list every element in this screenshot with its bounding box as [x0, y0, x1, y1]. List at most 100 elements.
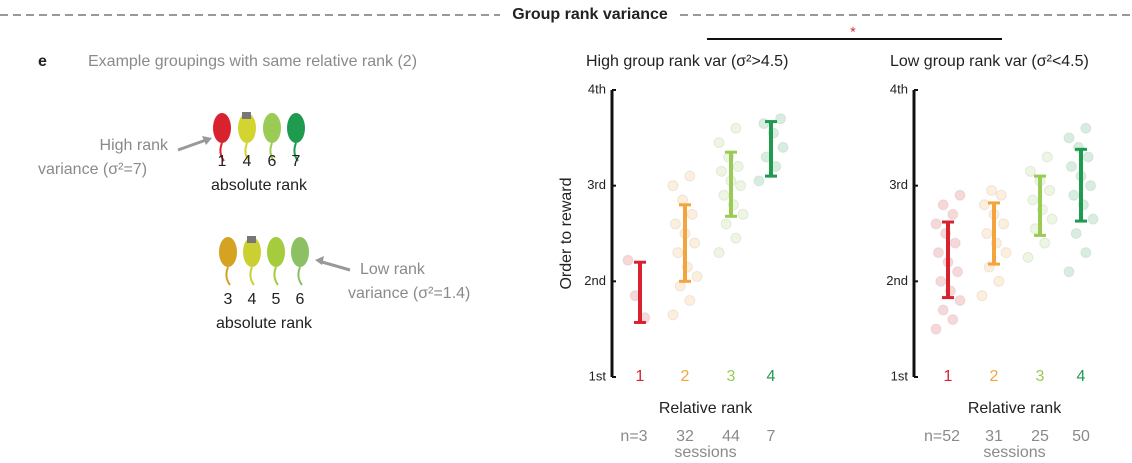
data-point	[1064, 133, 1074, 143]
y-tick-label: 3rd	[587, 177, 606, 192]
count-note: sessions	[983, 444, 1045, 461]
y-tick-label: 1st	[589, 368, 607, 383]
data-point	[714, 138, 724, 148]
data-point	[673, 248, 683, 258]
figure: Group rank variance * e Example grouping…	[0, 0, 1132, 463]
caption: absolute rank	[211, 177, 308, 194]
data-point	[754, 176, 764, 186]
data-point	[933, 248, 943, 258]
x-tick-label: 1	[944, 368, 953, 385]
data-point	[938, 305, 948, 315]
data-point	[1047, 214, 1057, 224]
arrow	[322, 262, 350, 270]
data-point	[1083, 152, 1093, 162]
data-point	[1081, 123, 1091, 133]
data-point	[1023, 252, 1033, 262]
data-point	[733, 162, 743, 172]
y-axis-label: Order to reward	[558, 177, 575, 289]
note: variance (σ²=7)	[38, 161, 147, 178]
data-point	[670, 219, 680, 229]
data-point	[685, 171, 695, 181]
x-tick-label: 4	[767, 368, 776, 385]
data-point	[731, 123, 741, 133]
count-note: sessions	[674, 444, 736, 461]
data-point	[950, 238, 960, 248]
count-label: 31	[985, 428, 1003, 445]
mice-low	[219, 236, 309, 285]
data-point	[1042, 152, 1052, 162]
header-title: Group rank variance	[512, 6, 668, 23]
data-point	[999, 219, 1009, 229]
x-tick-label: 3	[1036, 368, 1045, 385]
note: variance (σ²=1.4)	[348, 285, 470, 302]
rank-number: 4	[243, 153, 252, 170]
rank-number: 5	[272, 291, 281, 308]
data-point	[936, 276, 946, 286]
data-point	[721, 219, 731, 229]
count-label: 7	[767, 428, 776, 445]
data-point	[955, 295, 965, 305]
significance-star: *	[850, 24, 856, 40]
rank-number: 6	[268, 153, 277, 170]
data-point	[738, 209, 748, 219]
y-tick-label: 2nd	[584, 273, 606, 288]
data-point	[776, 114, 786, 124]
data-point	[987, 185, 997, 195]
data-point	[716, 166, 726, 176]
count-label: n=3	[620, 428, 647, 445]
data-point	[1025, 166, 1035, 176]
data-point	[778, 142, 788, 152]
data-point	[1071, 229, 1081, 239]
data-point	[685, 295, 695, 305]
data-point	[982, 229, 992, 239]
x-axis-label: Relative rank	[659, 400, 753, 417]
data-point	[668, 181, 678, 191]
data-point	[719, 190, 729, 200]
data-point	[668, 310, 678, 320]
arrow	[178, 140, 206, 150]
data-point	[994, 276, 1004, 286]
data-point	[731, 233, 741, 243]
data-point	[938, 200, 948, 210]
rank-number: 1	[218, 153, 227, 170]
data-point	[1081, 248, 1091, 258]
rank-number: 3	[224, 291, 233, 308]
data-point	[953, 267, 963, 277]
chart-title: High group rank var (σ²>4.5)	[586, 53, 788, 70]
data-point	[759, 118, 769, 128]
data-point	[736, 181, 746, 191]
x-tick-label: 4	[1077, 368, 1086, 385]
note: Low rank	[360, 261, 426, 278]
data-point	[996, 190, 1006, 200]
data-point	[623, 255, 633, 265]
y-tick-label: 4th	[588, 81, 606, 96]
data-point	[1086, 181, 1096, 191]
count-label: 50	[1072, 428, 1090, 445]
x-axis-label: Relative rank	[968, 400, 1062, 417]
data-point	[690, 238, 700, 248]
data-point	[1028, 195, 1038, 205]
rank-number: 6	[296, 291, 305, 308]
data-point	[1088, 214, 1098, 224]
rank-number: 4	[248, 291, 257, 308]
x-tick-label: 3	[727, 368, 736, 385]
chart-title: Low group rank var (σ²<4.5)	[890, 53, 1089, 70]
data-point	[931, 219, 941, 229]
data-point	[1066, 162, 1076, 172]
data-point	[948, 315, 958, 325]
example-title: Example groupings with same relative ran…	[88, 53, 417, 70]
data-point	[979, 200, 989, 210]
data-point	[1064, 267, 1074, 277]
data-point	[1069, 190, 1079, 200]
rank-number: 7	[292, 153, 301, 170]
y-tick-label: 4th	[890, 81, 908, 96]
data-point	[687, 209, 697, 219]
data-point	[1001, 248, 1011, 258]
count-label: 32	[676, 428, 694, 445]
data-point	[955, 190, 965, 200]
y-tick-label: 1st	[891, 368, 909, 383]
y-tick-label: 3rd	[889, 177, 908, 192]
data-point	[1040, 238, 1050, 248]
panel-label: e	[38, 53, 47, 70]
count-label: n=52	[924, 428, 960, 445]
